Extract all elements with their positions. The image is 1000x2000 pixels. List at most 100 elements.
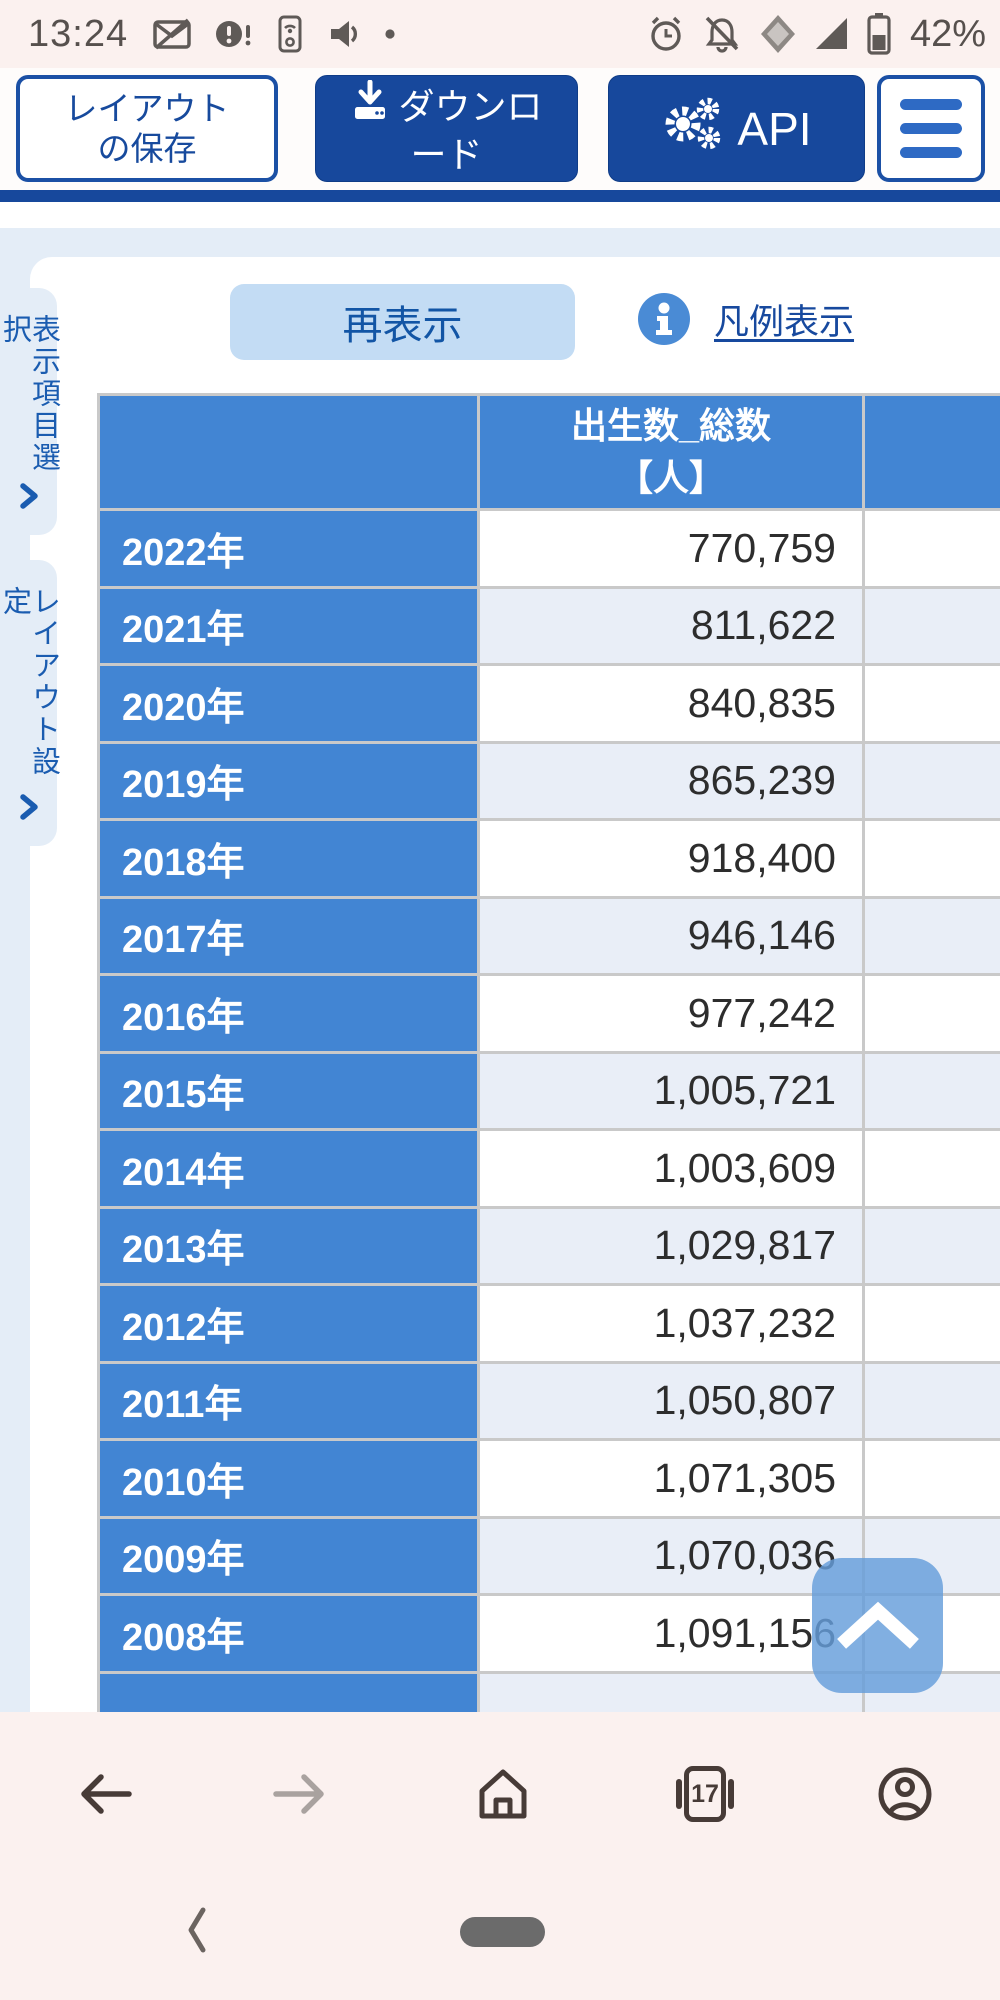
table-cell-extra (865, 666, 1000, 741)
table-cell-extra (865, 976, 1000, 1051)
data-table: 出生数_総数 【人】 2022年 770,759 2021年 811,622 2… (97, 393, 1000, 1712)
save-layout-button[interactable]: レイアウト の保存 (16, 75, 278, 182)
table-row: 2011年 1,050,807 (100, 1363, 1000, 1441)
browser-back-icon[interactable] (75, 1764, 135, 1824)
message-blocked-icon (152, 17, 192, 51)
chevron-right-icon (18, 482, 40, 515)
save-layout-label-line1: レイアウト (64, 89, 230, 127)
download-label-line1: ダウンロ (398, 85, 543, 127)
table-cell-year: 2009年 (100, 1518, 480, 1593)
table-header-row: 出生数_総数 【人】 (100, 396, 1000, 511)
chevron-up-icon (836, 1599, 920, 1652)
table-row: 2014年 1,003,609 (100, 1131, 1000, 1209)
download-button[interactable]: ダウンロ ード (315, 75, 578, 182)
browser-profile-icon[interactable] (875, 1764, 935, 1824)
gears-icon (661, 94, 723, 163)
table-header-extra (865, 396, 1000, 508)
info-icon[interactable] (638, 293, 690, 345)
table-cell-year: 2011年 (100, 1363, 480, 1438)
alert-icon (214, 17, 252, 51)
table-cell-year (100, 1673, 480, 1712)
table-body: 2022年 770,759 2021年 811,622 2020年 840,83… (100, 511, 1000, 1712)
table-cell-extra (865, 898, 1000, 973)
toolbar: レイアウト の保存 ダウンロ ード API (0, 68, 1000, 190)
table-cell-extra (865, 1441, 1000, 1516)
hamburger-bar (900, 123, 962, 134)
table-cell-value: 1,037,232 (480, 1286, 865, 1361)
table-cell-extra (865, 511, 1000, 586)
scroll-to-top-button[interactable] (812, 1558, 943, 1693)
table-row (100, 1673, 1000, 1712)
table-cell-value: 770,759 (480, 511, 865, 586)
table-cell-extra (865, 1286, 1000, 1361)
table-cell-extra (865, 1208, 1000, 1283)
browser-navigation-bar: 17 (0, 1712, 1000, 2000)
status-time: 13:24 (28, 12, 129, 55)
phone-wifi-icon (274, 15, 306, 53)
table-row: 2013年 1,029,817 (100, 1208, 1000, 1286)
table-cell-year: 2008年 (100, 1596, 480, 1671)
table-row: 2009年 1,070,036 (100, 1518, 1000, 1596)
sidebar-tab-item-select[interactable]: 表示項目選択 (0, 288, 60, 535)
download-label-line2: ード (410, 134, 483, 175)
table-header-unit: 【人】 (616, 457, 725, 498)
speaker-icon (328, 18, 362, 50)
table-cell-value: 977,242 (480, 976, 865, 1051)
table-cell-value: 1,029,817 (480, 1208, 865, 1283)
table-cell-extra (865, 1053, 1000, 1128)
hamburger-menu-button[interactable] (877, 75, 985, 182)
table-row: 2022年 770,759 (100, 511, 1000, 589)
browser-home-icon[interactable] (473, 1764, 533, 1824)
table-cell-year: 2019年 (100, 743, 480, 818)
table-header-title: 出生数_総数 (570, 404, 772, 446)
redisplay-button[interactable]: 再表示 (230, 284, 575, 360)
sidebar-tab-layout-settings-label: レイアウト設定 (0, 586, 60, 778)
chevron-right-icon (18, 793, 40, 826)
api-label: API (737, 102, 812, 155)
battery-icon (866, 13, 892, 55)
gesture-handle[interactable] (460, 1917, 545, 1947)
browser-tabs-icon[interactable]: 17 (675, 1764, 735, 1824)
table-row: 2021年 811,622 (100, 588, 1000, 666)
save-layout-label-line2: の保存 (97, 129, 197, 167)
table-cell-value: 1,005,721 (480, 1053, 865, 1128)
browser-forward-icon[interactable] (270, 1764, 330, 1824)
tabs-box: 17 (676, 1766, 734, 1822)
signal-icon (814, 16, 850, 52)
table-cell-extra (865, 743, 1000, 818)
legend-control: 凡例表示 (638, 293, 854, 345)
table-cell-year: 2021年 (100, 588, 480, 663)
table-cell-year: 2017年 (100, 898, 480, 973)
table-cell-extra (865, 1363, 1000, 1438)
table-header-corner (100, 396, 480, 508)
alarm-icon (646, 14, 686, 54)
table-cell-value: 918,400 (480, 821, 865, 896)
api-button[interactable]: API (608, 75, 865, 182)
hamburger-bar (900, 99, 962, 110)
legend-link[interactable]: 凡例表示 (714, 302, 855, 342)
battery-percent: 42% (909, 12, 986, 55)
sidebar-tab-layout-settings[interactable]: レイアウト設定 (0, 560, 60, 846)
table-row: 2010年 1,071,305 (100, 1441, 1000, 1519)
content-panel: 再表示 凡例表示 出生数_総数 【人】 2022年 770,759 2021年 … (30, 257, 1000, 1712)
vpn-icon (758, 13, 798, 55)
table-cell-value: 811,622 (480, 588, 865, 663)
gesture-back-icon[interactable] (180, 1900, 214, 1960)
table-cell-value: 1,050,807 (480, 1363, 865, 1438)
notifications-off-icon (702, 14, 742, 54)
notification-dot-icon (384, 28, 396, 40)
table-cell-year: 2010年 (100, 1441, 480, 1516)
table-cell-value: 1,003,609 (480, 1131, 865, 1206)
table-cell-value: 1,071,305 (480, 1441, 865, 1516)
table-cell-extra (865, 821, 1000, 896)
table-row: 2008年 1,091,156 (100, 1596, 1000, 1674)
table-row: 2017年 946,146 (100, 898, 1000, 976)
table-row: 2015年 1,005,721 (100, 1053, 1000, 1131)
table-cell-year: 2018年 (100, 821, 480, 896)
table-cell-year: 2014年 (100, 1131, 480, 1206)
table-cell-value (480, 1673, 865, 1712)
sidebar-tab-item-select-label: 表示項目選択 (0, 314, 60, 474)
table-cell-value: 946,146 (480, 898, 865, 973)
table-cell-year: 2013年 (100, 1208, 480, 1283)
